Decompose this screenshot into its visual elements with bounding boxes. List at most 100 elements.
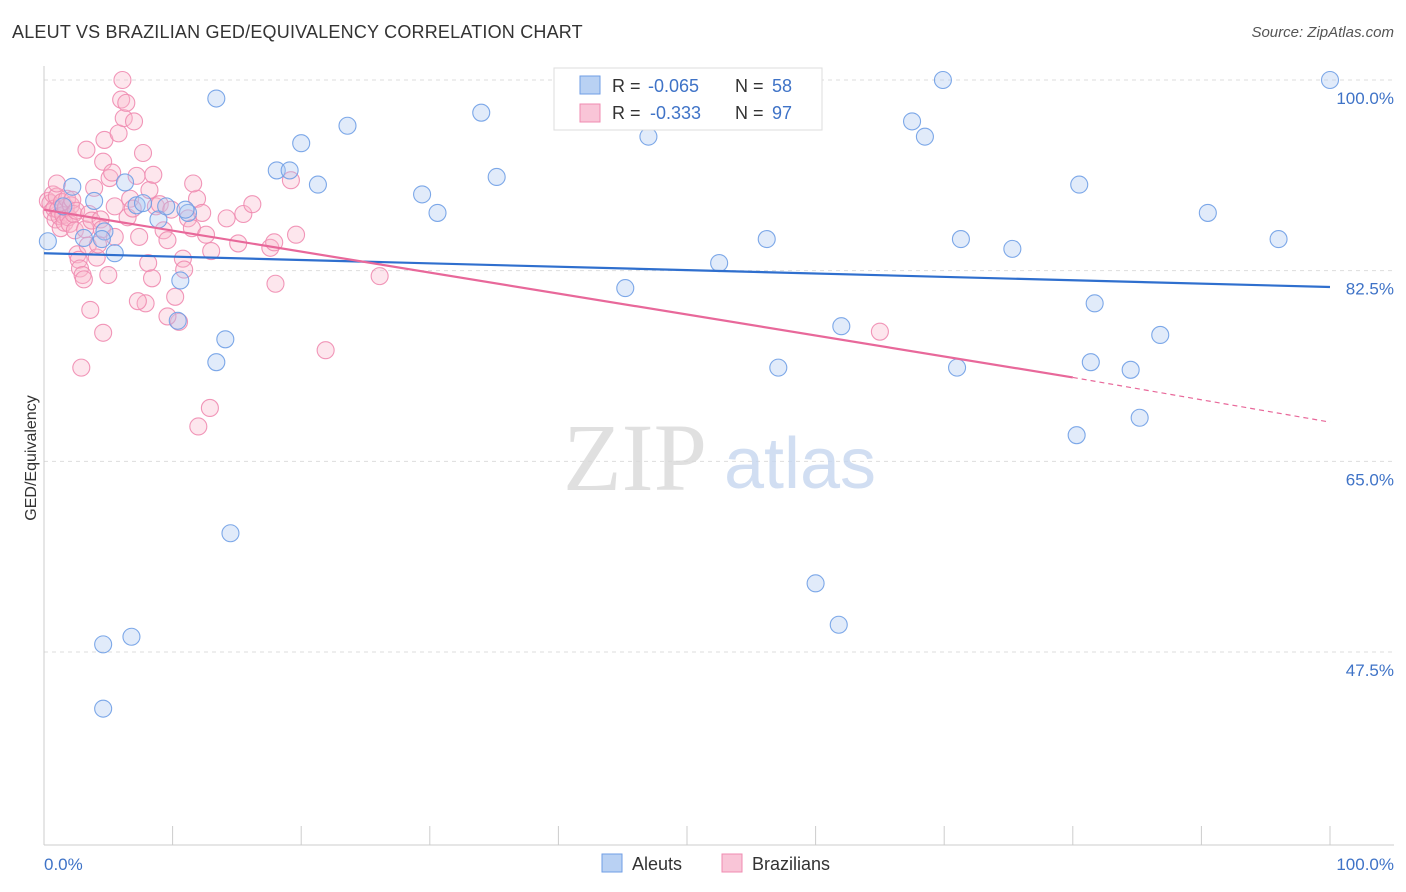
brazil-r-value: -0.333: [650, 103, 701, 123]
brazilians-point-87: [94, 323, 113, 342]
aleuts-point-48: [1130, 408, 1149, 427]
brazilians-point-69: [113, 70, 132, 90]
aleuts-point-2: [54, 197, 73, 216]
brazilians-point-82: [287, 225, 306, 244]
brazilians-point-50: [130, 227, 149, 246]
aleuts-point-14: [178, 203, 198, 222]
brazilians-point-30: [81, 300, 100, 319]
aleuts-point-46: [1085, 294, 1104, 313]
brazilians-point-68: [202, 242, 221, 261]
aleuts-point-18: [168, 311, 187, 330]
aleuts-point-8: [115, 173, 135, 192]
brazilians-point-77: [234, 204, 253, 224]
aleuts-point-56: [94, 699, 113, 718]
aleuts-point-28: [639, 127, 658, 146]
aleuts-point-57: [176, 200, 195, 219]
aleuts-point-1: [38, 232, 57, 251]
y-tick-labels: 47.5% 65.0% 82.5% 100.0%: [1336, 89, 1394, 680]
brazil-n-value: 97: [772, 103, 792, 123]
aleuts-point-35: [829, 615, 848, 634]
axes: [43, 66, 1394, 846]
aleuts-point-13: [171, 271, 190, 290]
brazilians-points: [38, 70, 889, 436]
aleut-r-label: R =: [612, 76, 641, 96]
aleuts-point-20: [280, 161, 299, 180]
aleuts-point-7: [105, 244, 124, 263]
brazilians-point-43: [109, 124, 128, 143]
aleuts-point-50: [1198, 203, 1217, 222]
aleut-n-label: N =: [735, 76, 764, 96]
aleuts-point-43: [1081, 353, 1100, 372]
aleuts-point-17: [221, 524, 240, 543]
aleuts-point-45: [1070, 175, 1089, 194]
aleuts-point-31: [757, 230, 776, 249]
aleuts-point-36: [832, 317, 851, 336]
y-tick-label-2: 82.5%: [1346, 280, 1394, 299]
brazilians-point-70: [117, 93, 136, 112]
brazilians-point-76: [229, 234, 248, 253]
brazilians-point-86: [72, 358, 91, 377]
brazil-legend-swatch: [579, 103, 601, 123]
brazilians-point-75: [200, 398, 219, 417]
aleuts-point-40: [948, 358, 967, 377]
aleuts-point-0: [207, 89, 226, 108]
aleut-legend-swatch: [579, 75, 601, 95]
brazilians-point-84: [370, 267, 389, 286]
brazilians-point-71: [124, 112, 144, 131]
aleuts-point-51: [1269, 230, 1288, 249]
brazilians-point-54: [142, 269, 162, 288]
brazilians-point-33: [87, 248, 106, 267]
brazilians-point-96: [47, 174, 66, 193]
aleuts-point-54: [94, 635, 113, 654]
aleuts-point-16: [216, 330, 235, 349]
legend-aleuts-label: Aleuts: [632, 854, 682, 874]
aleuts-point-10: [133, 194, 153, 213]
brazilians-point-51: [133, 143, 153, 163]
aleuts-point-49: [1151, 325, 1170, 344]
legend-brazilians-label: Brazilians: [752, 854, 830, 874]
brazilians-point-32: [85, 178, 104, 197]
brazilians-point-41: [103, 163, 122, 182]
chart-title: ALEUT VS BRAZILIAN GED/EQUIVALENCY CORRE…: [12, 22, 583, 42]
brazilians-point-91: [77, 140, 96, 159]
grid: [44, 79, 1394, 653]
brazilians-point-26: [74, 270, 93, 289]
brazil-r-label: R =: [612, 103, 641, 123]
aleuts-point-30: [710, 253, 729, 273]
brazilians-point-94: [217, 209, 236, 228]
aleuts-point-44: [1067, 426, 1086, 445]
aleuts-point-5: [85, 191, 104, 210]
brazil-n-label: N =: [735, 103, 764, 123]
aleuts-point-4: [74, 228, 93, 248]
brazilians-point-58: [158, 231, 177, 250]
watermark: ZIP atlas: [563, 404, 876, 511]
aleuts-point-22: [308, 175, 327, 194]
aleuts-point-26: [472, 103, 491, 122]
brazilians-point-83: [316, 341, 335, 360]
brazilians-point-60: [166, 287, 185, 306]
y-tick-label-1: 65.0%: [1346, 470, 1394, 489]
y-axis-title: GED/Equivalency: [23, 395, 40, 520]
aleuts-point-27: [487, 167, 506, 187]
aleuts-point-37: [902, 112, 922, 131]
aleut-r-value: -0.065: [648, 76, 699, 96]
aleuts-point-55: [122, 627, 141, 646]
aleuts-point-33: [769, 358, 788, 377]
brazilians-point-90: [189, 417, 208, 436]
aleuts-point-29: [616, 279, 635, 298]
aleuts-point-34: [806, 574, 825, 593]
aleut-n-value: 58: [772, 76, 792, 96]
trend-lines: [43, 208, 1331, 423]
watermark-zip: ZIP: [563, 404, 707, 511]
source-label: Source: ZipAtlas.com: [1251, 24, 1394, 41]
x-tick-label-max: 100.0%: [1336, 855, 1394, 874]
brazilians-point-73: [144, 165, 163, 184]
aleuts-point-3: [63, 177, 82, 196]
legend-brazilians-swatch: [721, 853, 743, 873]
aleuts-point-41: [951, 230, 970, 249]
brazilians-point-93: [175, 260, 194, 279]
brazilians-point-95: [243, 195, 262, 214]
brazilians-point-88: [128, 292, 147, 311]
brazilians-point-92: [105, 197, 124, 216]
